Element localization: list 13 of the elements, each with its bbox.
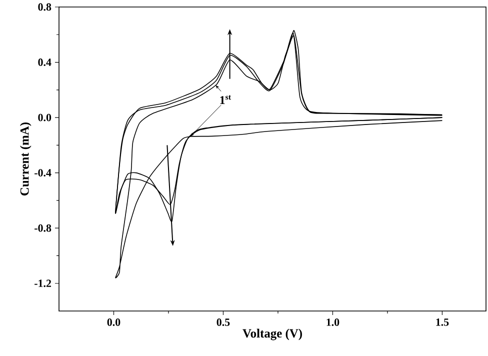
x-tick-label: 0.0: [107, 318, 120, 326]
x-tick-label: 1.5: [436, 318, 449, 326]
y-tick-label: 0.4: [38, 58, 52, 66]
y-axis-title: Current (mA): [20, 122, 32, 196]
annotation: 1$^{st}$: [220, 95, 232, 104]
y-tick-label: 0.0: [38, 114, 52, 122]
x-axis-title: Voltage (V): [242, 328, 302, 340]
x-tick-label: 0.5: [216, 318, 230, 326]
y-tick-label: -0.8: [34, 224, 52, 232]
y-tick-label: -1.2: [34, 280, 51, 288]
y-tick-label: 0.8: [38, 3, 52, 11]
y-tick-label: -0.4: [34, 169, 52, 177]
x-tick-label: 1.0: [326, 318, 340, 326]
